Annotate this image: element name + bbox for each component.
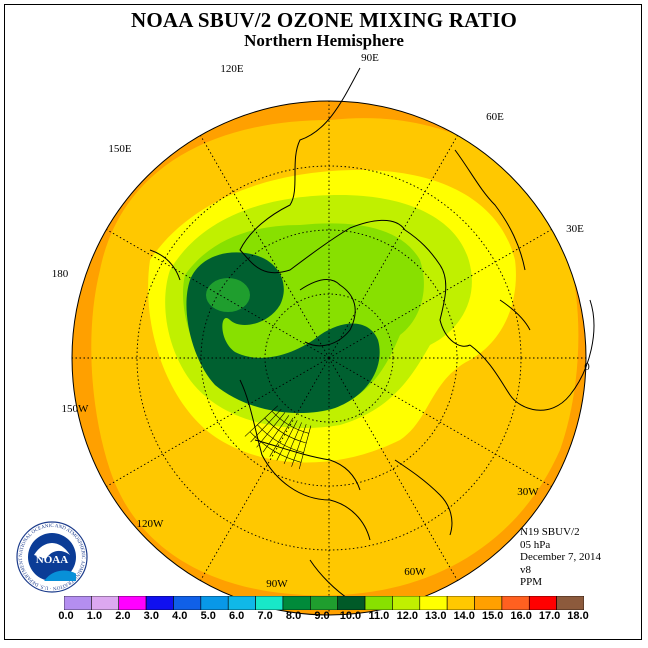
logo-text: NOAA	[36, 554, 68, 566]
grid-box-line	[283, 422, 302, 464]
grid-box-line	[269, 417, 294, 457]
map-title: NOAA SBUV/2 OZONE MIXING RATIO	[131, 8, 517, 32]
longitude-label: 90E	[361, 52, 379, 64]
longitude-label: 0	[584, 361, 590, 373]
legend-tick-label: 18.0	[567, 610, 589, 622]
legend-swatch	[200, 596, 229, 610]
graticule	[72, 101, 586, 615]
grid-box-line	[250, 408, 282, 443]
legend-swatch	[392, 596, 421, 610]
legend-swatch	[227, 596, 256, 610]
meridian-line	[328, 357, 552, 487]
legend-swatch	[419, 596, 448, 610]
legend-tick-label: 10.0	[339, 610, 362, 622]
legend-tick-label: 6.0	[229, 610, 245, 622]
legend-tick-label: 7.0	[257, 610, 273, 622]
longitude-labels: 90E 60E 30E 0 30W 60W 90W 120W 150W 180 150E 120E	[52, 52, 591, 590]
noaa-logo: NATIONAL OCEANIC AND ATMOSPHERIC ADMINIS…	[16, 521, 88, 593]
legend-tick-label: 1.0	[86, 610, 103, 622]
grid-box	[244, 405, 312, 470]
longitude-label: 90W	[266, 578, 288, 590]
info-block: N19 SBUV/2 05 hPa December 7, 2014 v8 PP…	[520, 526, 601, 589]
grid-box-arc	[271, 410, 309, 434]
map-subtitle: Northern Hemisphere	[244, 31, 404, 50]
figure-frame	[4, 4, 642, 640]
version-label: v8	[520, 563, 531, 576]
meridian-line	[106, 229, 330, 359]
legend-swatch	[91, 596, 120, 610]
grid-box-line	[276, 420, 298, 461]
longitude-label: 120W	[137, 518, 165, 530]
legend-tick-label: 8.0	[285, 610, 302, 622]
legend-swatch	[364, 596, 393, 610]
meridian-line	[200, 135, 330, 359]
legend-swatch	[282, 596, 311, 610]
grid-box-line	[291, 424, 307, 467]
longitude-label: 120E	[220, 63, 244, 75]
legend-tick-label: 13.0	[425, 610, 447, 622]
longitude-label: 150W	[62, 403, 90, 415]
grid-box-line	[298, 425, 312, 470]
legend-swatch	[556, 596, 584, 610]
meridian-line	[328, 135, 458, 359]
meridian-line	[106, 357, 330, 487]
color-legend	[64, 596, 584, 610]
coastlines	[149, 67, 595, 601]
meridian-line	[328, 229, 552, 359]
legend-tick-label: 2.0	[115, 610, 131, 622]
date-label: December 7, 2014	[520, 551, 601, 563]
grid-box-line	[244, 405, 279, 437]
legend-tick-label: 11.0	[368, 610, 390, 622]
legend-tick-label: 15.0	[481, 610, 504, 622]
legend-swatch	[64, 596, 92, 610]
units-label: PPM	[520, 576, 543, 588]
legend-swatch	[501, 596, 530, 610]
longitude-label: 60W	[404, 566, 426, 578]
grid-box-arc	[264, 417, 307, 444]
legend-swatch	[474, 596, 503, 610]
legend-tick-labels: 0.0 1.0 2.0 3.0 4.0 5.0 6.0 7.0 8.0 9.0 10.0 11.0 12…	[0, 610, 648, 626]
grid-box-line	[256, 412, 286, 448]
legend-swatch	[173, 596, 202, 610]
legend-swatch	[446, 596, 475, 610]
grid-box-line	[262, 415, 290, 453]
legend-tick-label: 5.0	[200, 610, 216, 622]
legend-swatch	[145, 596, 174, 610]
instrument-label: N19 SBUV/2	[520, 526, 580, 538]
legend-swatch	[528, 596, 557, 610]
meridian-line	[328, 357, 458, 581]
grid-box-arc	[249, 431, 302, 463]
legend-tick-label: 17.0	[538, 610, 561, 622]
legend-tick-label: 16.0	[510, 610, 532, 622]
legend-tick-label: 14.0	[453, 610, 475, 622]
legend-swatch	[337, 596, 366, 610]
level-label: 05 hPa	[520, 538, 551, 551]
legend-tick-label: 9.0	[314, 610, 330, 622]
legend-swatch	[310, 596, 338, 610]
grid-box-arc	[257, 424, 304, 453]
longitude-label: 30W	[517, 486, 539, 498]
legend-tick-label: 12.0	[396, 610, 419, 622]
legend-tick-label: 0.0	[58, 610, 74, 622]
legend-tick-label: 4.0	[172, 610, 188, 622]
longitude-label: 150E	[108, 143, 132, 155]
legend-tick-label: 3.0	[143, 610, 159, 622]
legend-swatch	[255, 596, 284, 610]
longitude-label: 180	[52, 268, 69, 280]
meridian-line	[200, 357, 330, 581]
legend-swatch	[118, 596, 147, 610]
longitude-label: 30E	[566, 223, 584, 235]
longitude-label: 60E	[486, 111, 504, 123]
ozone-lightgreen-cell	[206, 278, 250, 312]
